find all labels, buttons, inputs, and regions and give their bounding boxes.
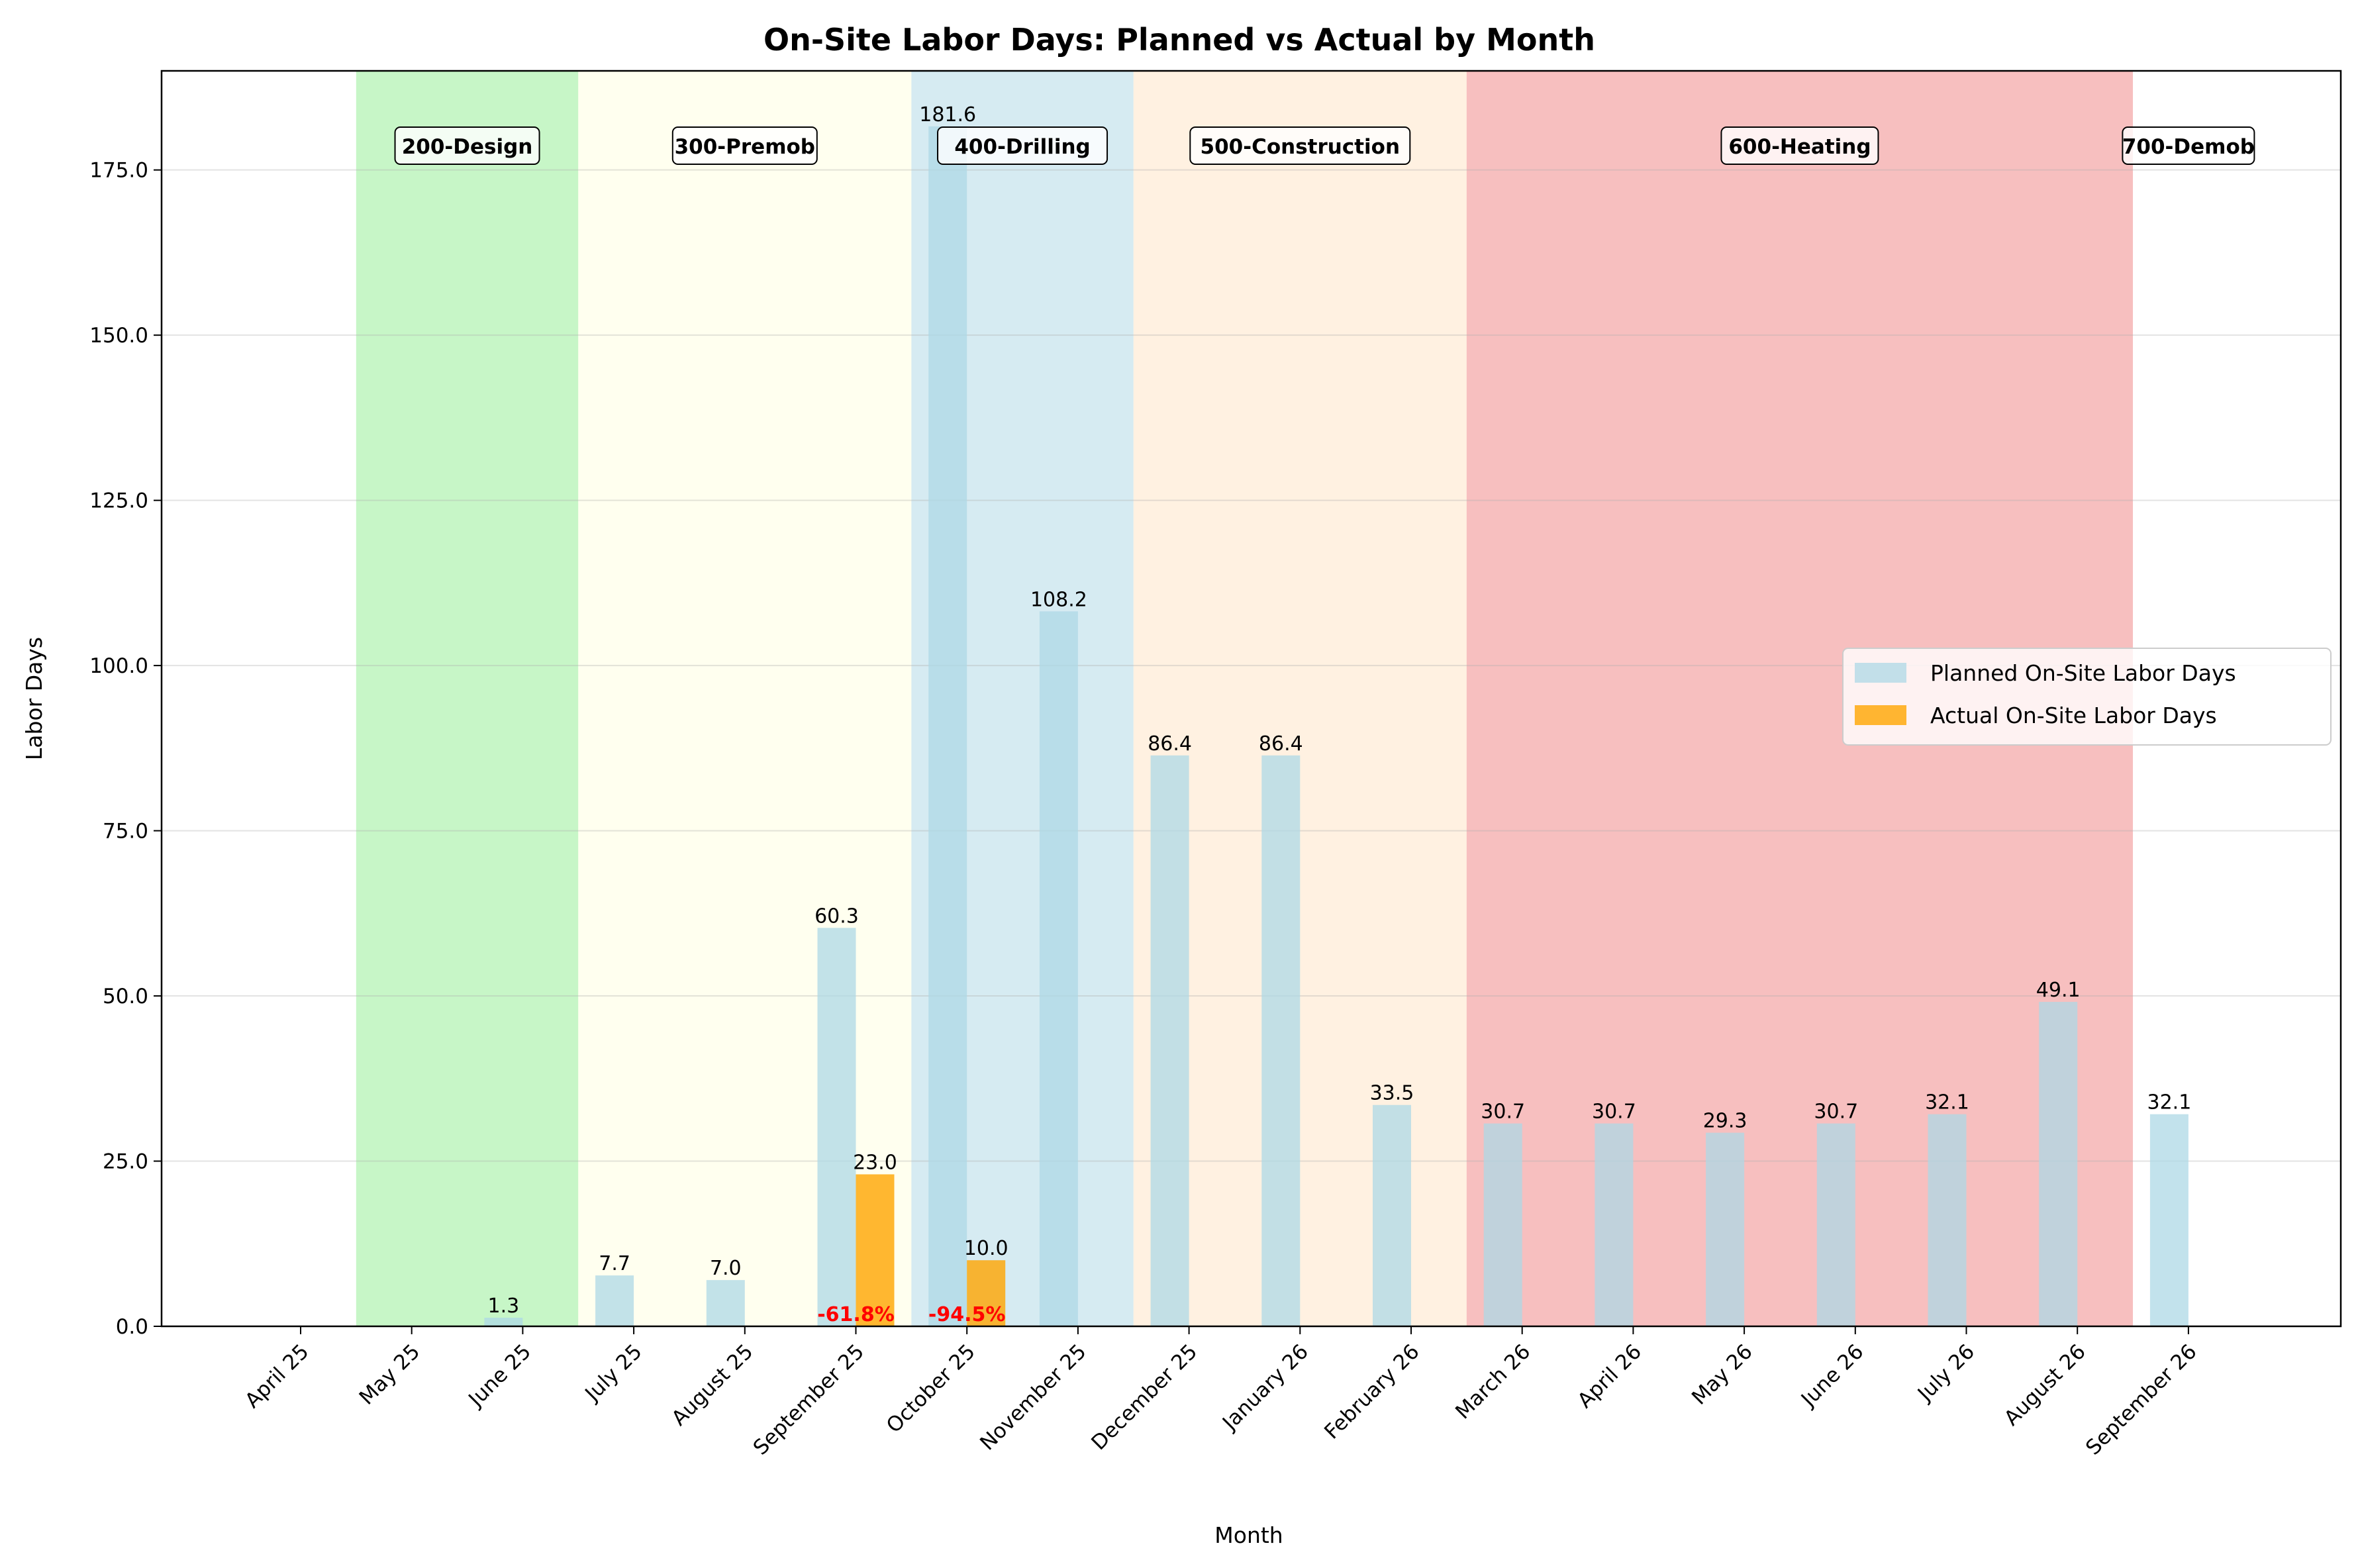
value-label-planned-17: 32.1: [2147, 1091, 2192, 1114]
phase-labels: 200-Design 300-Premob 400-Drilling 500-Cons…: [394, 126, 2255, 165]
phase-label-2: 400-Drilling: [954, 135, 1090, 159]
value-label-planned-8: 86.4: [1148, 732, 1192, 756]
legend-label-1: Actual On-Site Labor Days: [1930, 703, 2217, 728]
y-tick-label-2: 50.0: [103, 985, 148, 1008]
bar-planned-4: [706, 1280, 745, 1326]
x-tick-label-1: May 25: [355, 1340, 425, 1410]
legend-box: [1842, 648, 2332, 746]
bar-planned-12: [1595, 1123, 1634, 1326]
value-label-planned-7: 108.2: [1030, 588, 1087, 611]
bars: [484, 126, 2188, 1327]
phase-label-box-2: [937, 126, 1108, 165]
x-tick-label-14: June 26: [1796, 1340, 1868, 1412]
x-tick-label-0: April 25: [240, 1340, 313, 1412]
value-label-planned-16: 49.1: [2036, 979, 2081, 1002]
legend-label-0: Planned On-Site Labor Days: [1930, 660, 2236, 686]
phase-label-box-0: [394, 126, 540, 165]
x-tick-label-4: August 25: [667, 1340, 758, 1430]
value-label-planned-10: 33.5: [1370, 1082, 1414, 1105]
phase-band-0: [356, 71, 579, 1326]
y-tick-label-6: 150.0: [89, 324, 148, 348]
x-tick-label-9: January 26: [1217, 1340, 1313, 1436]
phase-label-3: 500-Construction: [1201, 135, 1401, 159]
phase-label-5: 700-Demob: [2122, 135, 2255, 159]
phase-label-box-4: [1720, 126, 1879, 165]
x-tick-label-3: July 25: [580, 1340, 647, 1406]
value-label-planned-6: 181.6: [919, 103, 976, 126]
legend-swatch-0: [1855, 663, 1906, 683]
bar-value-labels: 1.3 7.7 7.0 60.3 181.6 108.2 86.4 86.4 33.5 30.7 3…: [488, 103, 2192, 1326]
x-axis-label: Month: [1214, 1522, 1283, 1548]
value-label-planned-11: 30.7: [1481, 1101, 1525, 1124]
variance-label-1: -94.5%: [928, 1303, 1006, 1326]
phase-label-box-5: [2122, 126, 2255, 165]
y-axis-label: Labor Days: [21, 637, 47, 760]
value-label-planned-14: 30.7: [1814, 1101, 1858, 1124]
phase-label-0: 200-Design: [402, 135, 533, 159]
value-label-planned-12: 30.7: [1592, 1101, 1636, 1124]
variance-label-0: -61.8%: [817, 1303, 895, 1326]
bar-planned-10: [1373, 1104, 1411, 1326]
x-tick-label-13: May 26: [1687, 1340, 1757, 1410]
bar-actual-6: [967, 1260, 1006, 1326]
value-label-planned-3: 7.7: [599, 1252, 630, 1275]
value-label-planned-13: 29.3: [1703, 1110, 1747, 1133]
value-label-planned-4: 7.0: [710, 1257, 742, 1280]
x-tick-label-8: December 25: [1087, 1340, 1202, 1455]
phase-label-box-3: [1189, 126, 1411, 165]
bar-planned-6: [928, 126, 967, 1327]
bar-actual-5: [856, 1174, 895, 1326]
bar-planned-16: [2039, 1002, 2078, 1326]
x-tick-label-15: July 26: [1912, 1340, 1979, 1406]
bar-planned-17: [2149, 1114, 2188, 1326]
plot-frame: [160, 70, 2342, 1328]
y-tick-label-1: 25.0: [103, 1150, 148, 1174]
x-tick-label-12: April 26: [1573, 1340, 1646, 1412]
y-tick-label-3: 75.0: [103, 820, 148, 844]
value-label-planned-2: 1.3: [488, 1295, 520, 1318]
value-label-actual-6: 10.0: [964, 1237, 1008, 1260]
y-tick-label-4: 100.0: [89, 654, 148, 678]
x-tick-label-17: September 26: [2081, 1340, 2201, 1459]
x-tick-label-16: August 26: [2000, 1340, 2090, 1430]
x-tick-label-10: February 26: [1320, 1340, 1424, 1444]
phase-label-1: 300-Premob: [675, 135, 815, 159]
phase-band-1: [578, 71, 912, 1326]
value-label-planned-5: 60.3: [814, 905, 859, 928]
y-tick-label-7: 175.0: [89, 159, 148, 183]
phase-label-box-1: [671, 126, 818, 165]
y-tick-label-5: 125.0: [89, 489, 148, 513]
bar-planned-13: [1706, 1132, 1745, 1326]
phase-label-4: 600-Heating: [1728, 135, 1871, 159]
bar-planned-8: [1150, 755, 1189, 1326]
bar-planned-3: [595, 1275, 634, 1326]
value-label-planned-9: 86.4: [1259, 732, 1303, 756]
legend-swatch-1: [1855, 705, 1906, 725]
x-tick-label-11: March 26: [1451, 1340, 1535, 1424]
x-tick-label-2: June 25: [464, 1340, 536, 1412]
bar-planned-11: [1483, 1123, 1522, 1326]
chart-title: On-Site Labor Days: Planned vs Actual by…: [763, 22, 1595, 58]
bar-planned-7: [1039, 611, 1078, 1327]
bar-planned-9: [1261, 755, 1301, 1326]
x-tick-label-7: November 25: [975, 1340, 1091, 1455]
y-tick-label-0: 0.0: [116, 1315, 148, 1339]
value-label-planned-15: 32.1: [1925, 1091, 1969, 1114]
legend: Planned On-Site Labor Days Actual On-Site…: [1842, 648, 2332, 746]
bar-planned-2: [484, 1318, 523, 1326]
x-tick-label-5: September 25: [749, 1340, 869, 1459]
bar-planned-5: [817, 928, 856, 1326]
value-label-actual-5: 23.0: [853, 1151, 897, 1174]
bar-planned-15: [1928, 1114, 1967, 1326]
x-tick-label-6: October 25: [882, 1340, 980, 1438]
bar-planned-14: [1816, 1123, 1855, 1326]
